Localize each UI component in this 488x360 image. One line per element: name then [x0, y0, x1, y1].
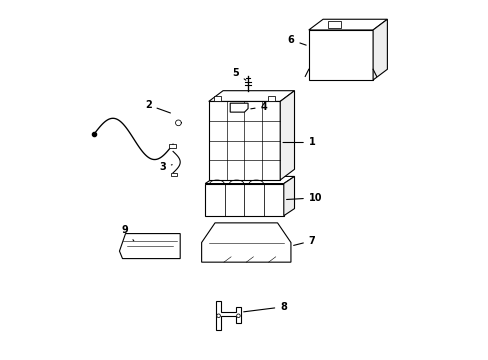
Bar — [267, 96, 274, 102]
Text: 9: 9 — [122, 225, 134, 241]
Bar — [208, 102, 280, 180]
Text: 7: 7 — [293, 236, 315, 246]
Text: 2: 2 — [144, 100, 170, 113]
Polygon shape — [230, 103, 247, 112]
Text: 4: 4 — [250, 102, 267, 112]
Text: 1: 1 — [283, 138, 315, 148]
Text: 5: 5 — [232, 68, 245, 80]
Polygon shape — [308, 19, 386, 30]
Bar — [169, 144, 176, 148]
Bar — [308, 30, 372, 80]
Text: 10: 10 — [286, 193, 322, 203]
Polygon shape — [201, 223, 290, 262]
Polygon shape — [283, 176, 294, 216]
Polygon shape — [372, 19, 386, 80]
Text: 3: 3 — [159, 162, 172, 172]
Polygon shape — [280, 91, 294, 180]
Polygon shape — [208, 91, 294, 102]
Text: 6: 6 — [287, 35, 305, 45]
Polygon shape — [119, 234, 180, 258]
Bar — [327, 21, 340, 28]
Bar — [214, 96, 221, 102]
Circle shape — [236, 314, 240, 318]
Polygon shape — [216, 301, 241, 330]
Bar — [171, 173, 176, 176]
Polygon shape — [205, 184, 283, 216]
Circle shape — [216, 314, 220, 318]
Polygon shape — [205, 176, 294, 184]
Text: 8: 8 — [243, 302, 286, 312]
